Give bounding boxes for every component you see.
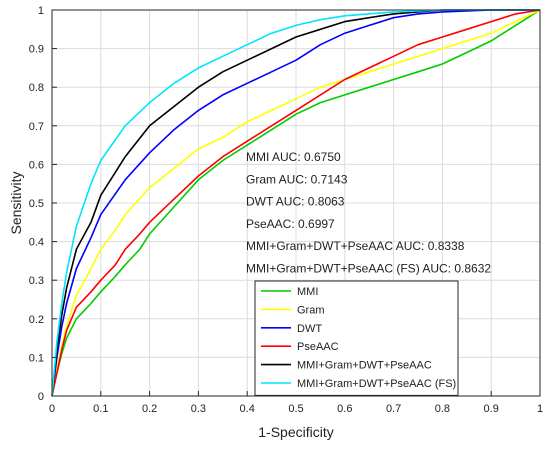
y-tick-label: 0.7 bbox=[29, 121, 44, 133]
x-tick-label: 0.3 bbox=[191, 403, 206, 415]
y-axis-title: Sensitivity bbox=[8, 171, 24, 234]
y-tick-label: 1 bbox=[38, 5, 44, 17]
legend-box bbox=[254, 280, 459, 396]
series-line-0 bbox=[51, 9, 541, 397]
series-line-2 bbox=[51, 9, 540, 397]
y-tick-label: 0.2 bbox=[29, 314, 44, 326]
y-tick-label: 0.9 bbox=[29, 44, 44, 56]
x-tick-label: 0.2 bbox=[142, 403, 157, 415]
legend-label-2: DWT bbox=[297, 323, 322, 335]
y-tick-label: 0.1 bbox=[29, 352, 44, 364]
x-tick-label: 0.4 bbox=[240, 403, 255, 415]
annotation-gram-auc: Gram AUC: 0.7143 bbox=[246, 172, 348, 186]
annotation-combined-fs-auc: MMI+Gram+DWT+PseAAC (FS) AUC: 0.8632 bbox=[246, 262, 491, 276]
legend-label-3: PseAAC bbox=[297, 341, 339, 353]
y-tick-label: 0.6 bbox=[29, 159, 44, 171]
series-line-1 bbox=[51, 9, 541, 397]
x-tick-label: 0 bbox=[49, 403, 55, 415]
series-line-5 bbox=[51, 9, 540, 397]
x-tick-label: 0.1 bbox=[93, 403, 108, 415]
x-tick-label: 0.9 bbox=[484, 403, 499, 415]
y-tick-label: 0.4 bbox=[29, 237, 44, 249]
annotation-mmi-auc: MMI AUC: 0.6750 bbox=[246, 150, 341, 164]
annotation-dwt-auc: DWT AUC: 0.8063 bbox=[246, 195, 345, 209]
y-tick-label: 0 bbox=[38, 391, 44, 403]
annotation-pseaac-auc: PseAAC: 0.6997 bbox=[246, 217, 335, 231]
series-line-3 bbox=[51, 9, 541, 397]
x-axis-title: 1-Specificity bbox=[258, 424, 333, 440]
x-tick-label: 1 bbox=[537, 403, 543, 415]
y-tick-label: 0.8 bbox=[29, 82, 44, 94]
x-tick-label: 0.8 bbox=[435, 403, 450, 415]
legend-label-0: MMI bbox=[297, 286, 318, 298]
tick-layer: 0 0.1 0.2 0.3 0.4 0.5 0.6 0.7 0.8 0.9 1 0 0.1 0.2 0.3 0… bbox=[29, 5, 543, 415]
x-tick-label: 0.6 bbox=[337, 403, 352, 415]
legend-label-1: Gram bbox=[297, 304, 325, 316]
auc-annotations: MMI AUC: 0.6750 Gram AUC: 0.7143 DWT AUC… bbox=[246, 150, 491, 276]
legend: MMI Gram DWT PseAAC MMI+Gram+DWT+PseAAC MMI+G… bbox=[254, 280, 459, 396]
legend-label-5: MMI+Gram+DWT+PseAAC (FS) bbox=[297, 378, 456, 390]
series-line-4 bbox=[51, 9, 540, 397]
annotation-combined-auc: MMI+Gram+DWT+PseAAC AUC: 0.8338 bbox=[246, 239, 465, 253]
series-layer bbox=[51, 9, 541, 397]
y-tick-label: 0.3 bbox=[29, 275, 44, 287]
y-tick-label: 0.5 bbox=[29, 198, 44, 210]
legend-label-4: MMI+Gram+DWT+PseAAC bbox=[297, 360, 432, 372]
x-tick-label: 0.5 bbox=[288, 403, 303, 415]
x-tick-label: 0.7 bbox=[386, 403, 401, 415]
